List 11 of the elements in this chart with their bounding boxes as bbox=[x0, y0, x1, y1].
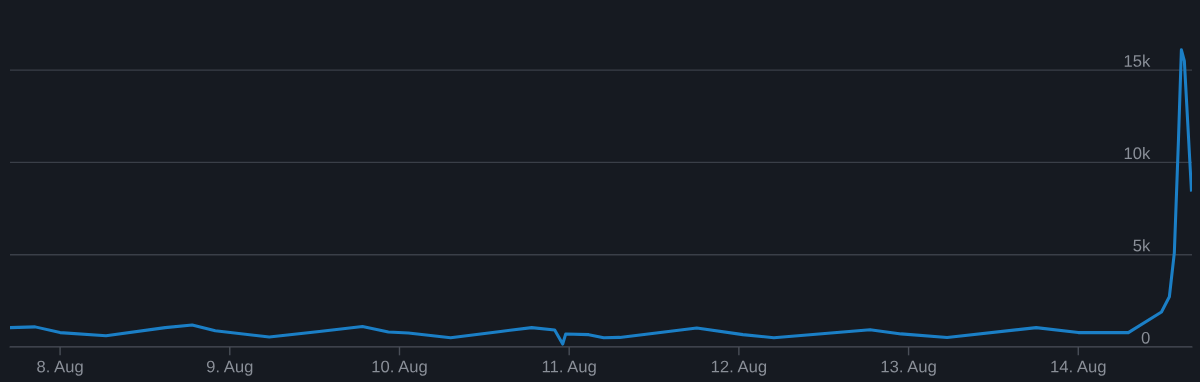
x-tick-label: 11. Aug bbox=[542, 360, 596, 376]
x-tick-label: 10. Aug bbox=[372, 360, 427, 376]
x-tick-label: 14. Aug bbox=[1051, 360, 1106, 376]
y-tick-label: 15k bbox=[1124, 54, 1151, 67]
x-tick-label: 12. Aug bbox=[711, 360, 767, 376]
x-tick-label: 9. Aug bbox=[206, 360, 253, 376]
x-tick-label: 13. Aug bbox=[881, 360, 936, 376]
x-tick-label: 8. Aug bbox=[37, 360, 83, 376]
y-tick-label: 0 bbox=[1141, 331, 1150, 344]
y-tick-label: 5k bbox=[1133, 239, 1151, 252]
y-tick-label: 10k bbox=[1124, 146, 1151, 160]
